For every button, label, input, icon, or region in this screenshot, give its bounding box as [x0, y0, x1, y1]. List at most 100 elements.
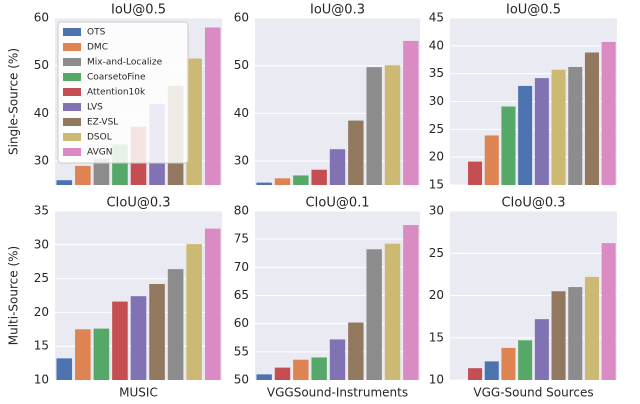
legend-swatch [63, 73, 81, 81]
x-axis-label: VGGSound-Instruments [267, 386, 408, 400]
bar [75, 165, 91, 185]
legend-label: DMC [87, 43, 108, 53]
x-axis-label: VGG-Sound Sources [473, 386, 593, 400]
y-tick-label: 55 [234, 344, 249, 358]
bar [601, 41, 616, 185]
legend-box [57, 21, 189, 164]
y-tick-label: 40 [429, 38, 444, 52]
legend-label: DSOL [87, 133, 112, 143]
legend-swatch [63, 43, 81, 51]
y-tick-label: 60 [34, 11, 49, 25]
bar [75, 329, 91, 380]
bar [384, 243, 401, 380]
bar [403, 225, 419, 380]
bar [366, 67, 382, 185]
bar [93, 328, 110, 380]
bar [484, 361, 499, 380]
y-tick-label: 15 [429, 330, 444, 344]
y-tick-label: 35 [429, 66, 444, 80]
bar [204, 27, 221, 185]
y-tick-label: 10 [34, 373, 49, 387]
subplot-title: CIoU@0.1 [305, 196, 369, 211]
bar [348, 120, 364, 185]
y-tick-label: 20 [429, 150, 444, 164]
y-tick-label: 35 [34, 204, 49, 218]
legend-label: OTS [87, 28, 106, 38]
y-tick-label: 65 [234, 288, 249, 302]
y-tick-label: 30 [234, 154, 249, 168]
legend-swatch [63, 118, 81, 126]
bar [56, 358, 73, 380]
bar [311, 357, 327, 380]
legend-swatch [63, 103, 81, 111]
legend-label: LVS [87, 103, 103, 113]
bar [518, 340, 533, 380]
bar [186, 244, 202, 380]
y-axis-label: Single-Source (%) [7, 48, 21, 155]
bar [130, 296, 147, 380]
subplot-title: IoU@0.5 [111, 3, 166, 18]
subplot-title: CIoU@0.3 [501, 196, 565, 211]
subplot-title: IoU@0.3 [310, 3, 365, 18]
bar [311, 169, 327, 185]
y-tick-label: 60 [234, 316, 249, 330]
legend-swatch [63, 88, 81, 96]
x-axis-label: MUSIC [119, 386, 158, 400]
bar [468, 368, 483, 380]
bar [293, 359, 309, 380]
bar [484, 135, 499, 185]
y-tick-label: 30 [429, 204, 444, 218]
subplot-title: IoU@0.5 [506, 3, 561, 18]
bar [501, 106, 516, 185]
bar [204, 228, 221, 380]
legend-swatch [63, 58, 81, 66]
y-tick-label: 25 [34, 271, 49, 285]
legend-swatch [63, 133, 81, 141]
y-tick-label: 10 [429, 373, 444, 387]
bar [274, 367, 291, 380]
bar [256, 374, 272, 380]
legend-label: EZ-VSL [87, 118, 118, 128]
y-tick-label: 50 [234, 373, 249, 387]
bar [551, 291, 566, 380]
y-tick-label: 70 [234, 260, 249, 274]
y-tick-label: 20 [429, 288, 444, 302]
legend-label: AVGN [87, 148, 112, 158]
bar [293, 175, 309, 185]
bar [384, 65, 401, 185]
y-tick-label: 30 [34, 237, 49, 251]
bar [256, 182, 272, 185]
bar [56, 180, 73, 185]
y-tick-label: 60 [234, 11, 249, 25]
subplot-title: CIoU@0.3 [106, 196, 170, 211]
y-tick-label: 50 [234, 58, 249, 72]
bar [112, 301, 128, 380]
bar [584, 52, 599, 185]
y-tick-label: 30 [34, 154, 49, 168]
bar [348, 322, 364, 380]
bar [167, 269, 184, 380]
y-tick-label: 15 [429, 178, 444, 192]
y-tick-label: 15 [34, 339, 49, 353]
bar [601, 243, 616, 380]
y-tick-label: 30 [429, 94, 444, 108]
y-tick-label: 50 [34, 58, 49, 72]
legend-swatch [63, 148, 81, 156]
bar [186, 58, 202, 185]
y-tick-label: 75 [234, 232, 249, 246]
y-tick-label: 20 [34, 305, 49, 319]
bar [584, 276, 599, 380]
bar [518, 85, 533, 185]
bar [329, 149, 346, 185]
legend-label: Mix-and-Localize [87, 58, 163, 68]
y-tick-label: 45 [429, 11, 444, 25]
bar [534, 78, 549, 185]
bar [149, 284, 165, 380]
y-axis-label: Multi-Source (%) [7, 246, 21, 345]
y-tick-label: 25 [429, 122, 444, 136]
bar [93, 158, 110, 185]
y-tick-label: 25 [429, 246, 444, 260]
bar [568, 287, 583, 380]
bar [274, 178, 291, 185]
bar [329, 339, 346, 380]
